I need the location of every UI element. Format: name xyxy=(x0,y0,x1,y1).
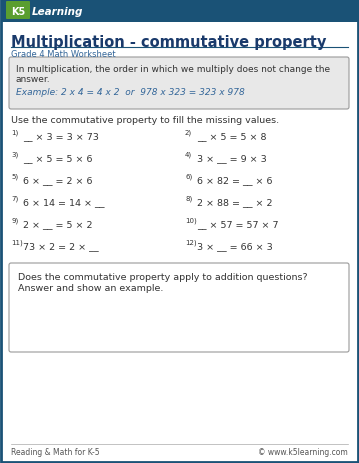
Text: 2): 2) xyxy=(185,130,192,136)
Text: 6 × 82 = __ × 6: 6 × 82 = __ × 6 xyxy=(197,175,272,185)
Text: Answer and show an example.: Answer and show an example. xyxy=(18,283,163,292)
Text: 8): 8) xyxy=(185,195,192,202)
Text: 1): 1) xyxy=(11,130,18,136)
Text: Grade 4 Math Worksheet: Grade 4 Math Worksheet xyxy=(11,50,116,59)
Text: 3 × __ = 9 × 3: 3 × __ = 9 × 3 xyxy=(197,154,267,163)
Text: __ × 3 = 3 × 73: __ × 3 = 3 × 73 xyxy=(23,131,99,141)
Text: 3 × __ = 66 × 3: 3 × __ = 66 × 3 xyxy=(197,242,273,250)
Text: 5): 5) xyxy=(11,174,18,180)
Text: 11): 11) xyxy=(11,239,23,246)
Text: 6): 6) xyxy=(185,174,192,180)
Text: 2 × __ = 5 × 2: 2 × __ = 5 × 2 xyxy=(23,219,93,229)
Text: __ × 5 = 5 × 6: __ × 5 = 5 × 6 xyxy=(23,154,93,163)
Text: Does the commutative property apply to addition questions?: Does the commutative property apply to a… xyxy=(18,272,308,282)
Text: 6 × 14 = 14 × __: 6 × 14 = 14 × __ xyxy=(23,198,104,206)
FancyBboxPatch shape xyxy=(9,58,349,110)
Text: answer.: answer. xyxy=(16,75,51,84)
Text: 12): 12) xyxy=(185,239,197,246)
FancyBboxPatch shape xyxy=(9,263,349,352)
Bar xyxy=(1,1,358,23)
Text: Learning: Learning xyxy=(32,7,83,17)
Text: Reading & Math for K-5: Reading & Math for K-5 xyxy=(11,447,100,456)
Text: K5: K5 xyxy=(11,7,25,17)
Text: © www.k5learning.com: © www.k5learning.com xyxy=(258,447,348,456)
Text: 10): 10) xyxy=(185,218,197,224)
Text: 3): 3) xyxy=(11,152,18,158)
Text: 2 × 88 = __ × 2: 2 × 88 = __ × 2 xyxy=(197,198,272,206)
Text: __ × 57 = 57 × 7: __ × 57 = 57 × 7 xyxy=(197,219,279,229)
Text: 73 × 2 = 2 × __: 73 × 2 = 2 × __ xyxy=(23,242,99,250)
Text: 6 × __ = 2 × 6: 6 × __ = 2 × 6 xyxy=(23,175,93,185)
Text: Use the commutative property to fill the missing values.: Use the commutative property to fill the… xyxy=(11,116,279,125)
Text: 7): 7) xyxy=(11,195,18,202)
Text: 4): 4) xyxy=(185,152,192,158)
Text: Multiplication - commutative property: Multiplication - commutative property xyxy=(11,35,326,50)
Text: 9): 9) xyxy=(11,218,18,224)
Text: Example: 2 x 4 = 4 x 2  or  978 x 323 = 323 x 978: Example: 2 x 4 = 4 x 2 or 978 x 323 = 32… xyxy=(16,88,245,97)
FancyBboxPatch shape xyxy=(6,2,30,20)
Text: __ × 5 = 5 × 8: __ × 5 = 5 × 8 xyxy=(197,131,266,141)
Text: In multiplication, the order in which we multiply does not change the: In multiplication, the order in which we… xyxy=(16,65,330,74)
